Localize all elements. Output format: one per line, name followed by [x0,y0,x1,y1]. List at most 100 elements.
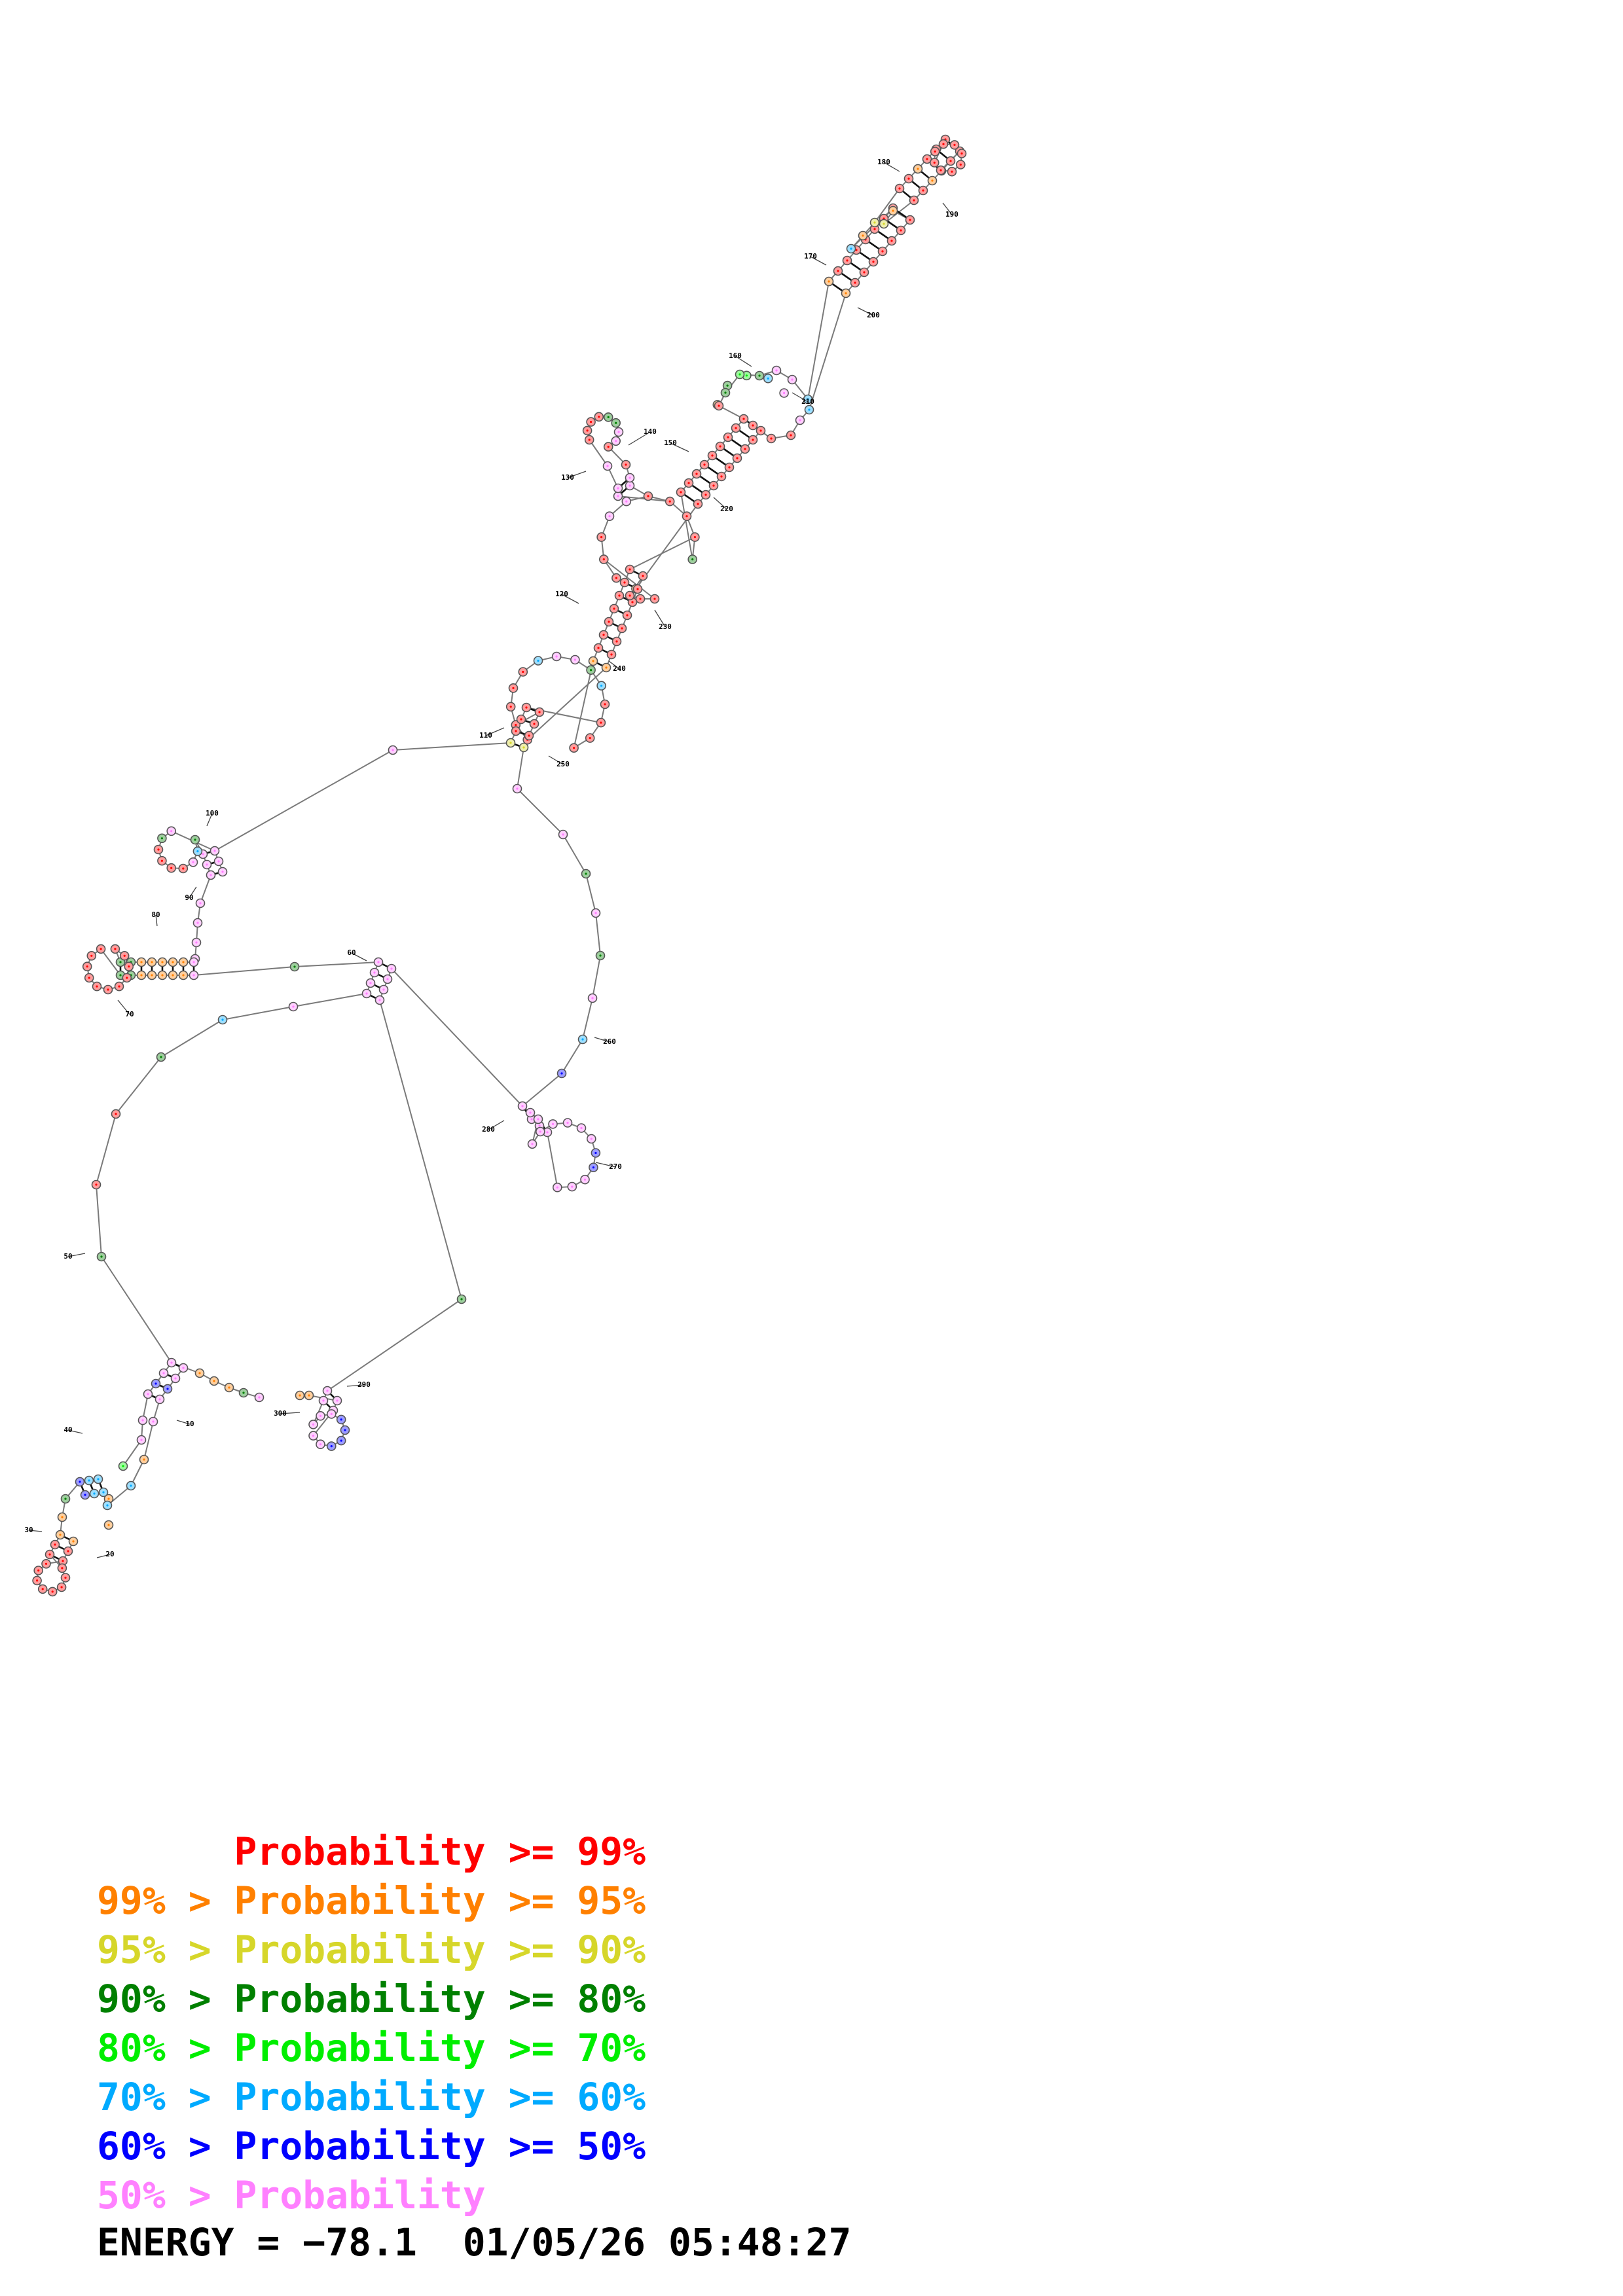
nucleotide-core [528,734,530,737]
position-label: 170 [804,252,817,260]
nucleotide-core [537,1118,539,1121]
nucleotide-core [615,422,617,424]
nucleotide-core [711,454,714,457]
position-tick [608,660,620,670]
backbone-segment [603,558,655,600]
legend-op: >= [508,1829,577,1874]
legend-op [509,2173,577,2217]
nucleotide-core [590,1138,593,1140]
nucleotide-core [102,1491,105,1494]
position-label: 290 [357,1380,371,1389]
position-tick [155,914,158,927]
nucleotide-core [319,1443,322,1446]
nucleotide-core [60,1586,63,1588]
backbone-segment [130,1459,145,1486]
nucleotide-core [615,440,617,442]
legend-high: 70% [577,2026,646,2070]
nucleotide-core [221,870,224,873]
nucleotide-core [739,373,741,376]
nucleotide-core [926,158,928,160]
nucleotide-core [863,271,866,274]
nucleotide-core [589,737,591,740]
legend-sep [189,1829,234,1874]
nucleotide-core [460,1298,463,1300]
nucleotide-core [162,1372,165,1374]
nucleotide-core [555,655,558,658]
position-label: 60 [347,948,356,957]
nucleotide-core [629,484,631,487]
nucleotide-core [88,977,90,979]
nucleotide-core [59,1534,62,1536]
position-tick [96,1554,111,1558]
backbone-segment [293,993,367,1007]
nucleotide-core [330,1445,333,1448]
run-date: 01/05/26 [462,2220,646,2265]
nucleotide-core [759,429,762,432]
position-tick [628,431,651,446]
backbone-segment [160,1019,223,1058]
backbone-segment [629,536,695,570]
position-label: 110 [479,731,492,740]
nucleotide-core [520,718,522,721]
nucleotide-core [93,1492,96,1495]
nucleotide-core [525,706,528,709]
nucleotide-core [182,867,185,870]
nucleotide-core [122,1465,124,1467]
nucleotide-core [583,1178,587,1181]
legend-high: 50% [577,2124,646,2168]
nucleotide-core [140,974,143,977]
nucleotide-core [726,384,729,387]
legend-row: 60% > Probability >= 50% [97,2122,646,2171]
nucleotide-core [687,482,690,484]
position-tick [117,999,130,1015]
position-label: 40 [64,1426,72,1434]
position-tick [595,1162,616,1168]
nucleotide-core [580,1126,583,1130]
nucleotide-core [873,221,876,224]
nucleotide-core [126,977,128,979]
nucleotide-core [64,1498,67,1500]
legend-op: >= [508,1878,577,1923]
nucleotide-core [509,742,512,744]
nucleotide-core [147,1393,149,1395]
legend-high: 95% [577,1878,646,1923]
nucleotide-core [770,437,773,440]
nucleotide-core [592,1166,595,1169]
position-label: 50 [64,1252,72,1261]
nucleotide-core [151,974,153,977]
nucleotide-core [775,369,778,372]
nucleotide-core [128,965,130,968]
nucleotide-core [258,1396,261,1399]
nucleotide-core [308,1394,310,1397]
nucleotide-core [213,850,216,852]
backbone-segment [115,1056,162,1115]
nucleotide-core [530,1118,533,1121]
legend-high: 60% [577,2075,646,2119]
position-tick [735,355,752,367]
nucleotide-core [198,1372,201,1374]
nucleotide-core [192,961,195,963]
nucleotide-core [100,1255,103,1258]
nucleotide-core [100,948,102,950]
legend-op: >= [508,1928,577,1972]
position-tick [67,1253,86,1257]
nucleotide-core [516,787,519,790]
nucleotide-core [62,1560,64,1562]
nucleotide-core [170,830,173,833]
nucleotide-core [84,1494,86,1496]
nucleotide-core [174,1377,177,1380]
nucleotide-core [522,670,524,673]
position-tick [567,471,587,478]
nucleotide-core [160,837,163,840]
nucleotide-core [529,1111,532,1114]
nucleotide-core [166,1388,169,1390]
backbone-segment [122,1439,142,1467]
nucleotide-core [718,404,720,407]
nucleotide-core [151,961,153,963]
nucleotide-core [95,1183,98,1186]
nucleotide-core [605,666,608,669]
backbone-segment [100,948,121,976]
nucleotide-core [194,838,196,841]
nucleotide-core [799,419,801,422]
nucleotide-core [758,374,761,377]
